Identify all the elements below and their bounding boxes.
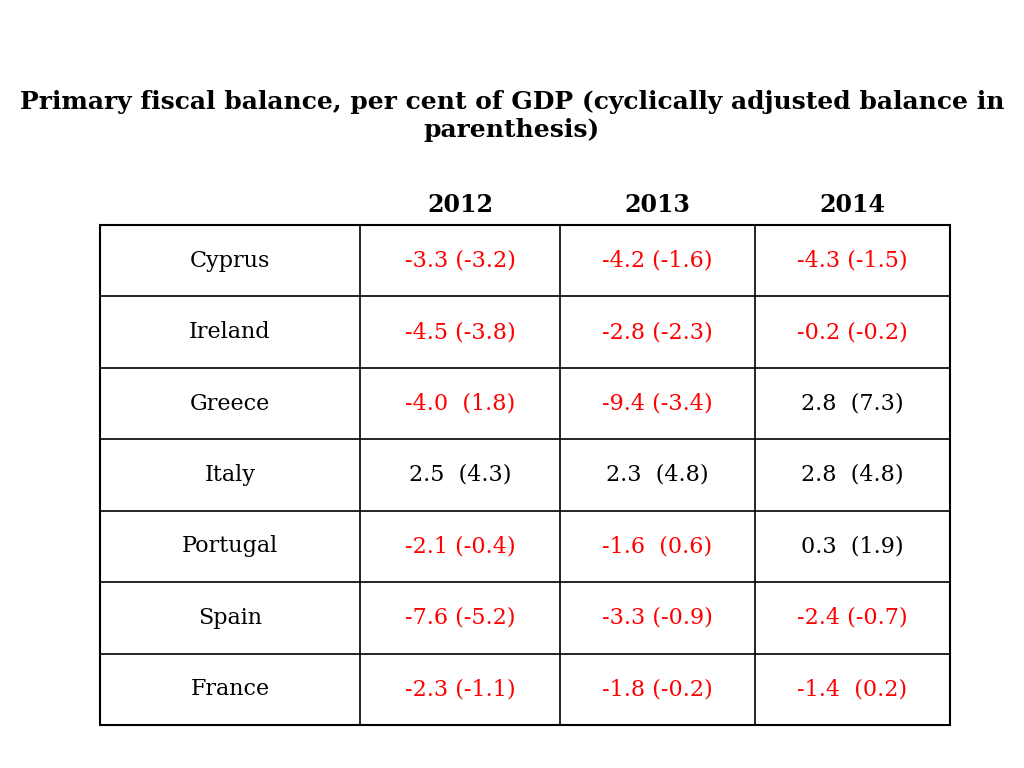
Text: 2.3  (4.8): 2.3 (4.8)	[606, 464, 709, 486]
Text: -4.0  (1.8): -4.0 (1.8)	[404, 392, 515, 415]
Text: -1.6  (0.6): -1.6 (0.6)	[602, 535, 713, 558]
Text: 2.8  (7.3): 2.8 (7.3)	[801, 392, 904, 415]
Text: -1.4  (0.2): -1.4 (0.2)	[798, 678, 907, 700]
Text: Ireland: Ireland	[189, 321, 270, 343]
Text: 2014: 2014	[819, 193, 886, 217]
Text: -4.3 (-1.5): -4.3 (-1.5)	[798, 250, 908, 272]
Text: -7.6 (-5.2): -7.6 (-5.2)	[404, 607, 515, 629]
Text: -2.8 (-2.3): -2.8 (-2.3)	[602, 321, 713, 343]
Text: 2.5  (4.3): 2.5 (4.3)	[409, 464, 511, 486]
Text: -1.8 (-0.2): -1.8 (-0.2)	[602, 678, 713, 700]
Text: Primary fiscal balance, per cent of GDP (cyclically adjusted balance in
parenthe: Primary fiscal balance, per cent of GDP …	[19, 90, 1005, 142]
Text: -2.3 (-1.1): -2.3 (-1.1)	[404, 678, 515, 700]
Text: -3.3 (-0.9): -3.3 (-0.9)	[602, 607, 713, 629]
Text: -0.2 (-0.2): -0.2 (-0.2)	[797, 321, 908, 343]
Text: -4.5 (-3.8): -4.5 (-3.8)	[404, 321, 515, 343]
Bar	[100, 225, 950, 725]
Text: 0.3  (1.9): 0.3 (1.9)	[801, 535, 904, 558]
Text: -4.2 (-1.6): -4.2 (-1.6)	[602, 250, 713, 272]
Text: -3.3 (-3.2): -3.3 (-3.2)	[404, 250, 515, 272]
Text: Spain: Spain	[198, 607, 262, 629]
Text: 2013: 2013	[625, 193, 690, 217]
Text: Portugal: Portugal	[182, 535, 279, 558]
Text: Italy: Italy	[205, 464, 256, 486]
Text: Cyprus: Cyprus	[189, 250, 270, 272]
Text: -9.4 (-3.4): -9.4 (-3.4)	[602, 392, 713, 415]
Text: -2.4 (-0.7): -2.4 (-0.7)	[798, 607, 908, 629]
Text: Greece: Greece	[189, 392, 270, 415]
Text: 2.8  (4.8): 2.8 (4.8)	[801, 464, 904, 486]
Text: 2012: 2012	[427, 193, 493, 217]
Text: -2.1 (-0.4): -2.1 (-0.4)	[404, 535, 515, 558]
Text: France: France	[190, 678, 269, 700]
